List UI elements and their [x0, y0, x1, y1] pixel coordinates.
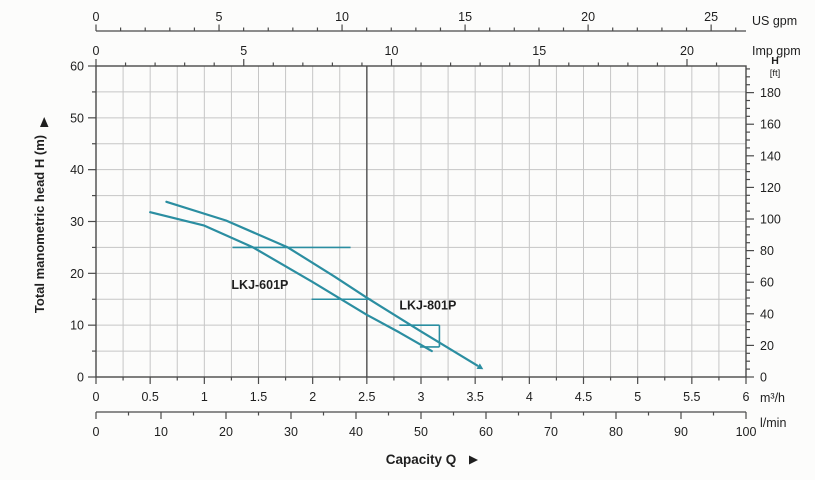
svg-text:50: 50 [70, 111, 84, 125]
axis-head-m [88, 65, 96, 378]
svg-text:5: 5 [240, 44, 247, 58]
svg-text:5.5: 5.5 [683, 390, 700, 404]
svg-text:25: 25 [704, 10, 718, 24]
svg-text:10: 10 [335, 10, 349, 24]
svg-text:1.5: 1.5 [250, 390, 267, 404]
svg-text:2.5: 2.5 [358, 390, 375, 404]
svg-text:5: 5 [216, 10, 223, 24]
svg-text:15: 15 [532, 44, 546, 58]
head-ft-title: H [771, 55, 779, 67]
axis-imp-gpm-labels: 0 5 10 15 20 [93, 44, 694, 58]
svg-text:4: 4 [526, 390, 533, 404]
svg-text:10: 10 [154, 425, 168, 439]
svg-text:0: 0 [93, 44, 100, 58]
axis-m3h-labels: 0 0.5 1 1.5 2 2.5 3 3.5 4 4.5 5 5.5 6 [93, 390, 750, 404]
y-axis-title: Total manometric head H (m) [32, 135, 47, 313]
svg-text:60: 60 [760, 276, 774, 290]
svg-text:6: 6 [743, 390, 750, 404]
svg-text:10: 10 [385, 44, 399, 58]
unit-label-imp-gpm: Imp gpm [752, 44, 801, 58]
axis-us-gpm-labels: 0 5 10 15 20 25 [93, 10, 719, 24]
svg-text:90: 90 [674, 425, 688, 439]
svg-text:40: 40 [760, 307, 774, 321]
svg-text:0.5: 0.5 [141, 390, 158, 404]
svg-text:5: 5 [634, 390, 641, 404]
axis-us-gpm [95, 24, 746, 32]
svg-text:60: 60 [479, 425, 493, 439]
curve-label-lkj-601p: LKJ-601P [231, 278, 288, 292]
svg-text:30: 30 [284, 425, 298, 439]
svg-text:80: 80 [760, 244, 774, 258]
svg-text:20: 20 [70, 267, 84, 281]
svg-text:80: 80 [609, 425, 623, 439]
svg-text:20: 20 [680, 44, 694, 58]
axis-lmin [95, 411, 747, 419]
curve-lkj-601p [149, 211, 433, 353]
curve-lkj-801p [165, 200, 479, 367]
svg-text:1: 1 [201, 390, 208, 404]
svg-text:4.5: 4.5 [575, 390, 592, 404]
svg-text:20: 20 [219, 425, 233, 439]
svg-text:100: 100 [736, 425, 757, 439]
axis-imp-gpm [95, 59, 718, 66]
svg-text:40: 40 [349, 425, 363, 439]
svg-text:3.5: 3.5 [466, 390, 483, 404]
axis-head-m-labels: 0 10 20 30 40 50 60 [70, 60, 84, 385]
svg-text:120: 120 [760, 181, 781, 195]
curve-end-arrow-lkj-801p [476, 363, 484, 370]
curve-label-lkj-801p: LKJ-801P [399, 299, 456, 313]
svg-text:3: 3 [418, 390, 425, 404]
svg-text:20: 20 [581, 10, 595, 24]
y-axis-arrow-icon [40, 117, 49, 127]
unit-label-lmin: l/min [760, 416, 786, 430]
svg-text:30: 30 [70, 215, 84, 229]
x-axis-arrow-icon [469, 455, 478, 465]
svg-text:0: 0 [77, 371, 84, 385]
unit-label-m3h: m³/h [760, 391, 785, 405]
svg-text:0: 0 [93, 425, 100, 439]
svg-text:0: 0 [93, 10, 100, 24]
x-axis-title: Capacity Q [386, 452, 457, 467]
axis-lmin-labels: 0 10 20 30 40 50 60 70 80 90 100 [93, 425, 757, 439]
head-ft-unit: [ft] [770, 68, 781, 79]
svg-text:40: 40 [70, 163, 84, 177]
svg-text:140: 140 [760, 149, 781, 163]
svg-text:60: 60 [70, 60, 84, 74]
svg-text:50: 50 [414, 425, 428, 439]
axis-head-ft [746, 68, 754, 378]
svg-text:70: 70 [544, 425, 558, 439]
axis-head-ft-labels: 0 20 40 60 80 100 120 140 160 180 [760, 86, 781, 384]
svg-text:160: 160 [760, 118, 781, 132]
unit-label-us-gpm: US gpm [752, 14, 797, 28]
svg-text:0: 0 [93, 390, 100, 404]
svg-text:0: 0 [760, 371, 767, 385]
svg-text:10: 10 [70, 319, 84, 333]
axis-m3h [95, 377, 747, 384]
svg-text:180: 180 [760, 86, 781, 100]
svg-text:100: 100 [760, 213, 781, 227]
svg-text:2: 2 [309, 390, 316, 404]
svg-text:20: 20 [760, 339, 774, 353]
svg-text:15: 15 [458, 10, 472, 24]
